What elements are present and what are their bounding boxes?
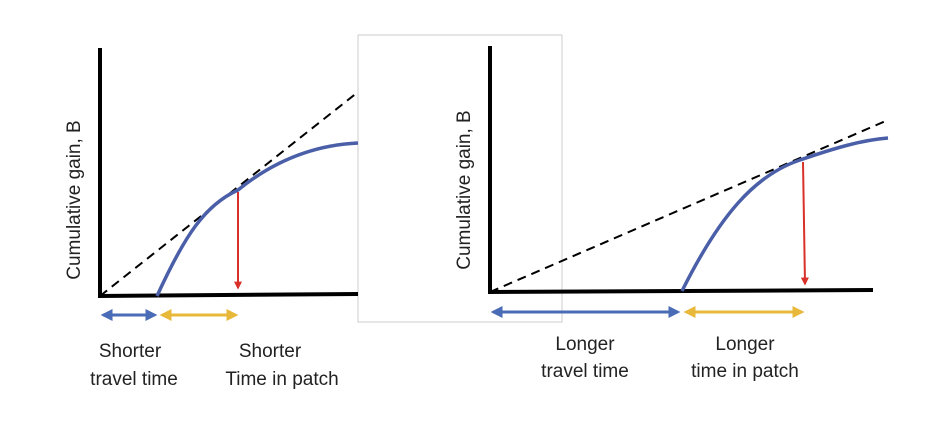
patch-label: time in patch bbox=[691, 361, 799, 382]
x-axis bbox=[487, 288, 874, 294]
gain-curve bbox=[155, 141, 359, 297]
patch-label: Longer bbox=[715, 334, 775, 355]
travel-label: Shorter bbox=[99, 341, 162, 362]
travel-label: Longer bbox=[555, 334, 615, 355]
tangent bbox=[99, 91, 359, 297]
frame bbox=[357, 34, 563, 323]
patch-label: Time in patch bbox=[225, 369, 338, 390]
tangent bbox=[489, 119, 889, 293]
patch-label: Shorter bbox=[239, 341, 302, 362]
panel-right: Cumulative gain, B Longer travel time Lo… bbox=[454, 46, 889, 382]
x-axis bbox=[97, 292, 359, 298]
y-label: Cumulative gain, B bbox=[64, 120, 85, 279]
gain-curve bbox=[680, 136, 889, 292]
travel-label: travel time bbox=[541, 361, 629, 382]
panel-left: Cumulative gain, B Shorter travel time S… bbox=[64, 48, 359, 390]
travel-label: travel time bbox=[90, 369, 178, 390]
drop-arrow bbox=[800, 161, 809, 286]
y-label: Cumulative gain, B bbox=[454, 110, 475, 269]
